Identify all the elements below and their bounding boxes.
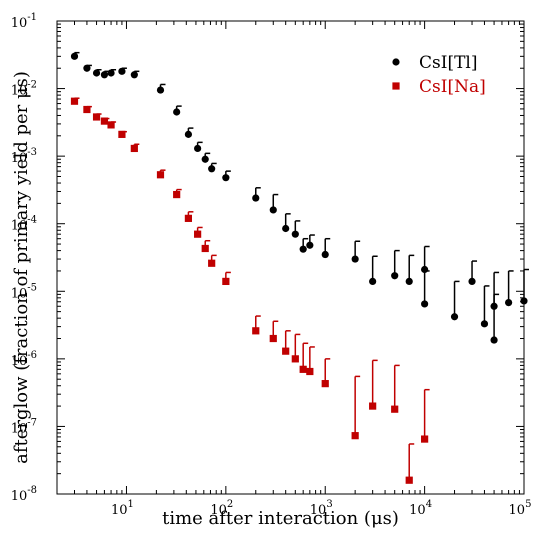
data-point <box>291 355 299 363</box>
data-point <box>92 69 101 77</box>
y-tick-label: 10-4 <box>11 215 37 234</box>
x-tick-label: 105 <box>509 499 532 518</box>
data-point <box>208 165 216 173</box>
data-point <box>100 117 109 125</box>
data-point <box>321 380 329 388</box>
data-point <box>252 327 260 335</box>
data-point <box>480 320 489 328</box>
data-point <box>222 277 230 286</box>
data-point <box>421 435 429 443</box>
data-point <box>405 476 413 484</box>
data-point <box>421 300 429 308</box>
data-point <box>70 52 79 60</box>
data-point <box>490 302 498 310</box>
data-point <box>405 277 413 286</box>
data-point <box>130 71 138 79</box>
x-axis-label: time after interaction (μs) <box>162 508 399 529</box>
legend-marker <box>392 82 400 90</box>
x-tick-label: 103 <box>310 499 333 518</box>
x-tick-label: 102 <box>210 499 233 518</box>
series-layer <box>70 51 529 484</box>
data-point <box>299 245 307 253</box>
y-tick-label: 10-7 <box>11 417 37 436</box>
y-tick-label: 10-2 <box>11 80 37 99</box>
data-point <box>505 299 513 307</box>
data-point <box>208 259 216 267</box>
data-point <box>282 224 290 233</box>
y-axis-label: afterglow (fraction of primary yield per… <box>11 71 32 464</box>
legend-label: CsI[Tl] <box>419 53 478 73</box>
y-tick-label: 10-5 <box>11 282 37 301</box>
data-point <box>299 365 307 373</box>
data-point <box>306 367 314 376</box>
data-point <box>194 144 202 153</box>
data-point <box>252 194 260 202</box>
series-CsI[Tl] <box>70 51 529 344</box>
data-point <box>118 67 126 75</box>
tick-labels: 101 102 103 104 105 10-8 10-7 10-6 10-5 10-4 10-3 1… <box>11 12 532 518</box>
legend-marker <box>392 58 400 66</box>
y-tick-label: 10-8 <box>11 485 37 504</box>
data-point <box>391 272 399 280</box>
data-point <box>92 113 101 121</box>
data-point <box>201 244 209 253</box>
data-point <box>351 255 359 263</box>
data-point <box>156 171 165 179</box>
data-point <box>291 230 299 238</box>
x-tick-label: 101 <box>111 499 134 518</box>
data-point <box>100 71 109 79</box>
data-point <box>369 277 377 286</box>
series-CsI[Na] <box>70 97 430 484</box>
data-point <box>194 230 202 238</box>
data-point <box>173 190 181 199</box>
data-point <box>391 405 399 413</box>
data-point <box>130 144 138 153</box>
data-point <box>351 432 359 440</box>
data-point <box>369 402 377 410</box>
data-point <box>156 86 165 94</box>
data-point <box>222 174 230 182</box>
data-point <box>282 347 290 355</box>
data-point <box>450 313 459 321</box>
data-point <box>83 105 91 114</box>
x-tick-label: 104 <box>409 499 432 518</box>
data-point <box>107 69 115 77</box>
data-point <box>520 297 528 305</box>
legend-label: CsI[Na] <box>419 77 486 97</box>
data-point <box>321 250 329 259</box>
y-tick-label: 10-1 <box>11 12 37 31</box>
data-point <box>118 130 126 138</box>
data-point <box>83 64 91 72</box>
data-point <box>107 121 115 129</box>
y-tick-label: 10-6 <box>11 350 37 369</box>
data-point <box>306 241 314 249</box>
plot-frame <box>56 20 525 495</box>
data-point <box>269 206 277 214</box>
legend: CsI[Tl] CsI[Na] <box>392 53 486 97</box>
data-point <box>70 97 79 105</box>
data-point <box>269 334 277 343</box>
data-point <box>201 155 209 163</box>
data-point <box>184 214 193 222</box>
data-point <box>490 336 498 344</box>
data-point <box>468 277 476 286</box>
plot-area: 101 102 103 104 105 10-8 10-7 10-6 10-5 10-4 10-3 1… <box>11 12 532 518</box>
data-point <box>173 108 181 116</box>
y-tick-label: 10-3 <box>11 147 37 166</box>
data-point <box>184 130 193 138</box>
